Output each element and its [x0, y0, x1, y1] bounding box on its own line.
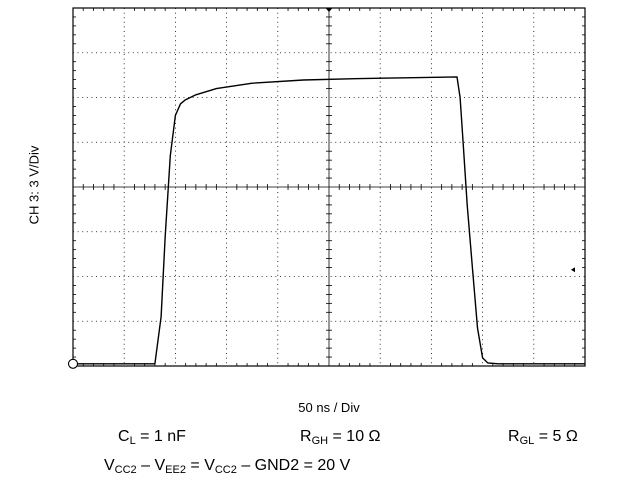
ground-level-marker — [67, 358, 79, 369]
grid — [72, 7, 586, 367]
y-axis-label: CH 3: 3 V/Div — [26, 145, 42, 225]
condition-rgh: RGH = 10 Ω — [300, 428, 381, 447]
waveform-series — [73, 76, 585, 365]
trigger-position-marker — [325, 8, 333, 12]
condition-cl: CL = 1 nF — [118, 428, 186, 447]
condition-supply: VCC2 – VEE2 = VCC2 – GND2 = 20 V — [104, 457, 351, 476]
trigger-level-marker — [571, 267, 575, 273]
waveform-line — [73, 76, 585, 365]
x-axis-label: 50 ns / Div — [298, 400, 360, 415]
condition-rgl: RGL = 5 Ω — [508, 428, 578, 447]
markers — [67, 8, 575, 369]
